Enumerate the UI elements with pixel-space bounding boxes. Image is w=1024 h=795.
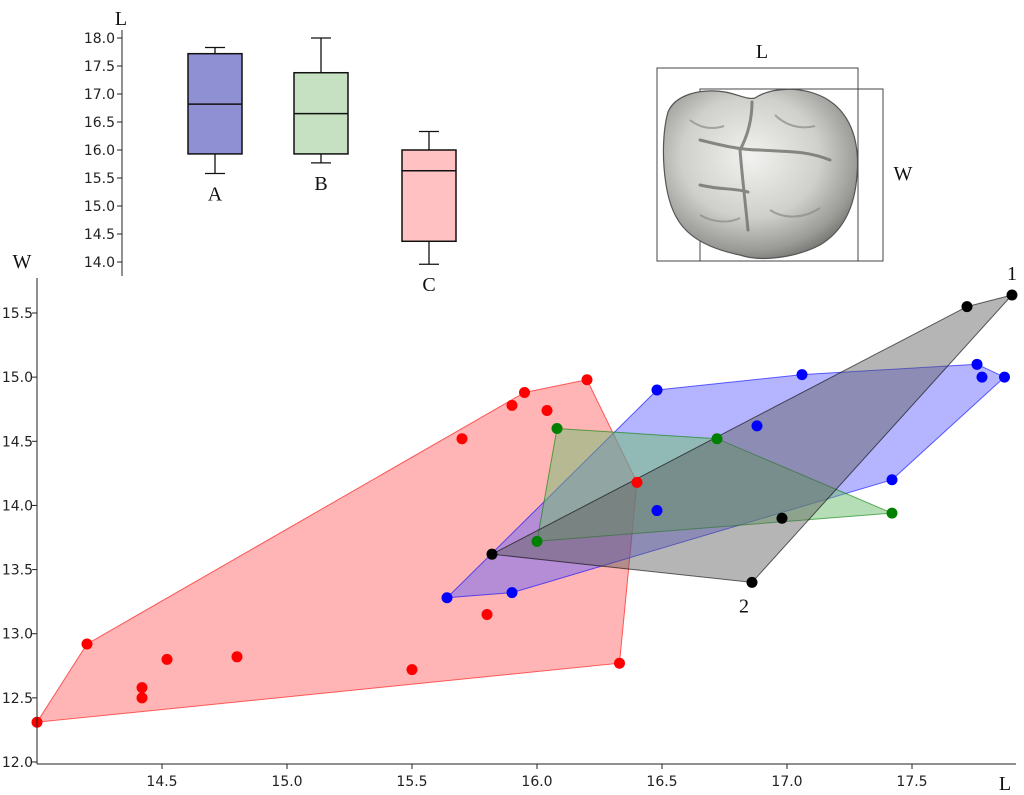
scatter-x-tick-label: 17.5: [896, 774, 927, 790]
box-y-tick-label: 15.0: [84, 199, 115, 215]
scatter-x-label: L: [999, 773, 1011, 795]
box-plot: L 18.0 17.5 17.0 16.5 16.0 15.5 15.0 14.5 14.0 A…: [84, 8, 457, 296]
box-y-tick-label: 18.0: [84, 31, 115, 47]
scatter-annotation: 2: [739, 595, 749, 617]
scatter-x-tick-label: 15.0: [271, 774, 302, 790]
scatter-y-tick-label: 13.0: [2, 627, 33, 643]
point-blue: [971, 358, 983, 370]
box-category-label: A: [208, 184, 223, 206]
scatter-y-tick-label: 14.5: [2, 434, 33, 450]
scatter-x-tick-label: 15.5: [396, 774, 427, 790]
box-B: B: [293, 37, 349, 195]
point-red: [614, 657, 625, 669]
box-plot-y-label: L: [115, 8, 127, 30]
point-red: [81, 638, 93, 650]
scatter-y-label: W: [13, 251, 32, 273]
point-red: [136, 682, 148, 694]
point-red: [136, 692, 148, 704]
tooth-crown-image: [662, 88, 859, 259]
point-black: [776, 512, 788, 524]
scatter-x-tick-label: 16.0: [521, 774, 552, 790]
scatter-annotation: 1: [1007, 263, 1017, 285]
tooth-figure: L W: [656, 41, 913, 262]
point-blue: [651, 384, 663, 396]
box-category-label: C: [422, 274, 435, 296]
scatter-x-tick-label: 17.0: [771, 774, 802, 790]
point-blue: [651, 505, 663, 517]
point-blue: [441, 592, 453, 604]
point-blue: [886, 474, 898, 486]
box-A: A: [187, 46, 243, 206]
point-red: [519, 387, 530, 399]
box-y-tick-label: 16.0: [84, 143, 115, 159]
point-red: [541, 404, 553, 416]
point-red: [161, 653, 173, 665]
tooth-length-label: L: [756, 41, 768, 63]
box-C: C: [401, 130, 457, 296]
box-y-tick-label: 17.0: [84, 87, 115, 103]
box-category-label: B: [314, 173, 327, 195]
scatter-y-tick-label: 12.5: [2, 691, 33, 707]
tooth-fissure: [698, 100, 832, 232]
point-blue: [796, 369, 808, 381]
point-black: [1006, 289, 1018, 301]
point-blue: [999, 371, 1010, 383]
tooth-width-label: W: [894, 163, 913, 185]
point-blue: [976, 371, 988, 383]
scatter-plot: 14.5 15.0 15.5 16.0 16.5 17.0 17.5 12.0 12.5 13.…: [2, 251, 1018, 795]
point-green: [531, 535, 543, 547]
box-iqr: [401, 149, 457, 243]
point-red: [406, 664, 418, 676]
point-blue: [751, 420, 763, 432]
scatter-y-tick-label: 15.0: [2, 370, 33, 386]
point-red: [631, 476, 643, 488]
point-black: [961, 301, 973, 313]
box-y-tick-label: 15.5: [84, 171, 115, 187]
box-y-tick-label: 16.5: [84, 115, 115, 131]
point-green: [551, 422, 563, 434]
point-black: [486, 548, 498, 560]
scatter-x-tick-label: 16.5: [646, 774, 677, 790]
point-black: [746, 576, 758, 588]
scatter-y-tick-label: 13.5: [2, 563, 33, 579]
point-red: [481, 608, 493, 620]
scatter-x-tick-label: 14.5: [146, 774, 177, 790]
box-y-tick-label: 14.5: [84, 227, 115, 243]
point-red: [456, 433, 468, 445]
scatter-y-tick-label: 12.0: [2, 755, 33, 771]
point-red: [581, 374, 593, 386]
tooth-cusp-ridges: [689, 114, 821, 223]
point-green: [711, 433, 723, 445]
scatter-y-tick-label: 14.0: [2, 498, 33, 514]
box-y-tick-label: 14.0: [84, 255, 115, 271]
point-green: [886, 507, 898, 519]
scatter-y-tick-label: 15.5: [2, 306, 33, 322]
point-blue: [506, 587, 518, 599]
point-red: [506, 399, 518, 411]
box-y-tick-label: 17.5: [84, 59, 115, 75]
point-red: [231, 651, 243, 663]
